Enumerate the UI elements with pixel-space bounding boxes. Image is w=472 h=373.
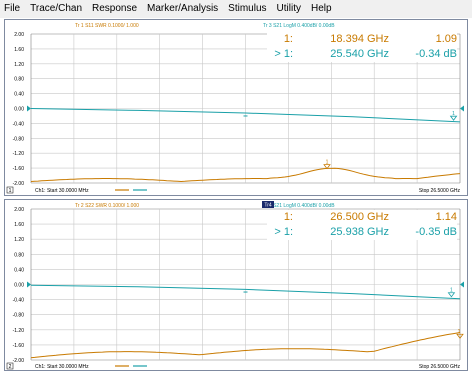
marker-value: 1.14 — [435, 211, 457, 223]
y-tick-label: -1.60 — [13, 343, 25, 349]
y-tick-label: 0.80 — [14, 252, 24, 258]
trace-header-swr: Tr 1 S11 SWR 0.1000/ 1.000 — [75, 23, 139, 29]
y-tick-label: 0.80 — [14, 77, 24, 83]
channel-window-2[interactable]: Tr 2 S22 SWR 0.1000/ 1.000 Tr 4 S21 LogM … — [4, 199, 468, 371]
menu-response[interactable]: Response — [92, 3, 138, 14]
y-tick-label: -0.80 — [13, 136, 25, 142]
marker-row: 1: 18.394 GHz 1.09 — [267, 32, 457, 47]
channel-2-plot: Tr 2 S22 SWR 0.1000/ 1.000 Tr 4 S21 LogM … — [6, 201, 464, 370]
channel-window-1[interactable]: Tr 1 S11 SWR 0.1000/ 1.000 Tr 3 S21 LogM … — [4, 19, 468, 196]
trace-header-swr: Tr 2 S22 SWR 0.1000/ 1.000 — [75, 203, 139, 209]
marker-name: > 1: — [274, 48, 293, 60]
y-tick-label: -0.40 — [13, 298, 25, 304]
start-frequency: Ch1: Start 30.0000 MHz — [35, 188, 89, 194]
y-tick-label: -2.00 — [13, 181, 25, 187]
swr-marker — [456, 333, 464, 339]
marker-row: 1: 26.500 GHz 1.14 — [267, 210, 457, 225]
y-tick-label: 0.40 — [14, 267, 24, 273]
logm-marker-label: 1 — [452, 111, 455, 117]
y-tick-label: -1.20 — [13, 328, 25, 334]
marker-value: -0.35 dB — [415, 226, 457, 238]
y-tick-label: 2.00 — [14, 207, 24, 213]
marker-row: > 1: 25.540 GHz -0.34 dB — [267, 47, 457, 62]
logm-marker — [447, 292, 456, 298]
reference-level-arrow-right — [460, 281, 464, 288]
marker-readout-2: 1: 26.500 GHz 1.14 > 1: 25.938 GHz -0.35… — [267, 210, 457, 240]
marker-value: -0.34 dB — [415, 48, 457, 60]
swr-marker — [323, 164, 331, 170]
y-tick-label: -1.20 — [13, 151, 25, 157]
marker-frequency: 25.540 GHz — [330, 48, 389, 60]
logm-marker-label: 1 — [450, 288, 453, 294]
logm-marker — [449, 115, 458, 121]
y-tick-label: 0.00 — [14, 283, 24, 289]
y-tick-label: -0.80 — [13, 313, 25, 319]
reference-level-arrow-right — [460, 105, 464, 112]
y-tick-label: 1.60 — [14, 47, 24, 53]
y-tick-label: 2.00 — [14, 32, 24, 38]
trace-s21-logm — [30, 108, 461, 123]
channel-number-box — [6, 186, 14, 194]
marker-frequency: 18.394 GHz — [330, 33, 389, 45]
menu-trace-chan[interactable]: Trace/Chan — [30, 3, 82, 14]
menu-file[interactable]: File — [4, 3, 21, 14]
swr-marker-label: 1 — [326, 160, 329, 166]
trace-header-logm: Tr 3 S21 LogM 0.400dB/ 0.00dB — [263, 23, 335, 29]
trace-s21-logm — [30, 284, 461, 300]
trace-header-logm: Tr 4 S21 LogM 0.400dB/ 0.00dB — [263, 203, 335, 209]
y-tick-label: 1.60 — [14, 222, 24, 228]
y-tick-label: 1.20 — [14, 237, 24, 243]
menu-utility[interactable]: Utility — [276, 3, 301, 14]
channel-1-plot: Tr 1 S11 SWR 0.1000/ 1.000 Tr 3 S21 LogM … — [6, 23, 464, 194]
reference-level-arrow-left — [27, 281, 31, 288]
swr-marker-label: 1 — [458, 329, 461, 335]
y-tick-label: 0.00 — [14, 107, 24, 113]
reference-level-arrow-left — [27, 105, 31, 112]
y-tick-label: 1.20 — [14, 62, 24, 68]
active-trace-tag-label: Tr4 — [264, 203, 272, 209]
active-trace-tag — [262, 201, 274, 208]
y-tick-label: 0.40 — [14, 92, 24, 98]
menu-help[interactable]: Help — [310, 3, 332, 14]
channel-number-box — [6, 362, 14, 370]
marker-name: > 1: — [274, 226, 293, 238]
y-tick-label: -1.60 — [13, 166, 25, 172]
start-frequency: Ch1: Start 30.0000 MHz — [35, 364, 89, 370]
marker-name: 1: — [283, 211, 293, 223]
y-tick-label: -0.40 — [13, 121, 25, 127]
stop-frequency: Stop 26.5000 GHz — [419, 364, 461, 370]
menu-marker-analysis[interactable]: Marker/Analysis — [147, 3, 219, 14]
marker-readout-1: 1: 18.394 GHz 1.09 > 1: 25.540 GHz -0.34… — [267, 32, 457, 62]
marker-name: 1: — [283, 33, 293, 45]
marker-frequency: 26.500 GHz — [330, 211, 389, 223]
y-tick-label: -2.00 — [13, 358, 25, 364]
stop-frequency: Stop 26.5000 GHz — [419, 188, 461, 194]
marker-row: > 1: 25.938 GHz -0.35 dB — [267, 225, 457, 240]
marker-frequency: 25.938 GHz — [330, 226, 389, 238]
marker-value: 1.09 — [435, 33, 457, 45]
channel-number: 1 — [9, 188, 12, 194]
trace-swr — [30, 167, 461, 183]
menu-bar: File Trace/Chan Response Marker/Analysis… — [0, 0, 472, 18]
menu-stimulus[interactable]: Stimulus — [228, 3, 267, 14]
trace-swr — [30, 332, 461, 359]
channel-number: 2 — [9, 364, 12, 370]
